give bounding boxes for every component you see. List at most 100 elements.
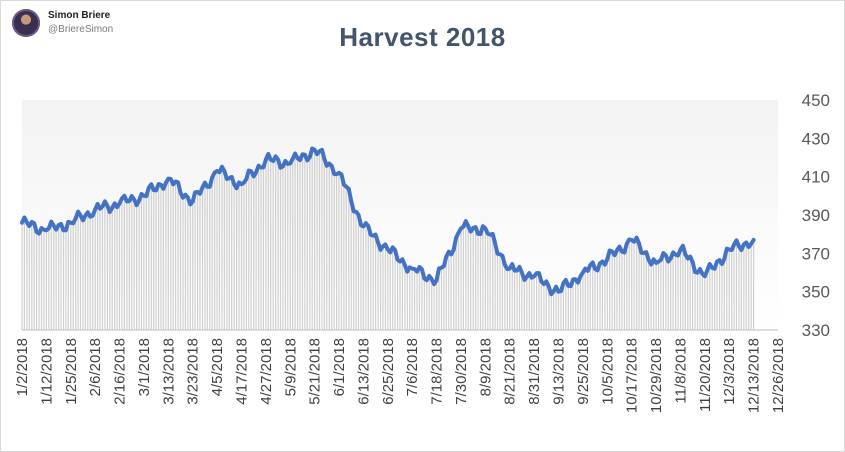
data-bar (245, 179, 247, 330)
data-bar (436, 280, 438, 330)
x-tick-label: 11/8/2018 (673, 338, 690, 404)
author-name: Simon Briere (48, 10, 111, 21)
data-bar (211, 177, 213, 330)
data-bar (606, 259, 608, 330)
data-bar (348, 188, 350, 330)
x-tick-label: 12/3/2018 (721, 338, 738, 405)
x-tick-label: 5/21/2018 (307, 338, 324, 405)
data-bar (572, 279, 574, 330)
data-bar (277, 159, 279, 330)
x-tick-label: 1/2/2018 (14, 338, 31, 396)
data-bar (745, 242, 747, 330)
data-bar (62, 230, 65, 330)
data-bar (706, 270, 708, 330)
data-bar (214, 172, 216, 330)
data-bar (26, 222, 28, 330)
data-bar (182, 197, 184, 330)
x-tick-label: 3/23/2018 (185, 338, 202, 405)
data-bar (197, 191, 199, 330)
data-bar (704, 276, 706, 330)
data-bar (570, 286, 572, 330)
data-bar (189, 204, 191, 330)
data-bar (694, 272, 696, 330)
data-bar (592, 262, 594, 330)
data-bar (94, 209, 96, 331)
data-bar (540, 281, 542, 330)
data-bar (360, 225, 362, 330)
data-bar (106, 205, 108, 330)
data-bar (679, 249, 682, 330)
x-tick-label: 4/17/2018 (234, 338, 251, 405)
data-bar (265, 159, 267, 330)
data-bar (221, 166, 223, 330)
data-bar (638, 243, 640, 330)
y-tick-label: 410 (802, 168, 830, 187)
data-bar (175, 181, 177, 330)
data-bar (248, 170, 250, 330)
data-bar (206, 186, 208, 330)
data-bar (723, 259, 725, 330)
data-bar (194, 192, 196, 330)
data-bar (272, 161, 274, 330)
data-bar (521, 272, 523, 330)
data-bar (350, 201, 352, 330)
data-bar (714, 268, 716, 330)
data-bar (526, 276, 528, 330)
data-bar (587, 270, 589, 330)
data-bar (677, 255, 679, 330)
data-bar (128, 201, 130, 330)
data-bar (653, 259, 655, 330)
data-bar (438, 268, 440, 330)
y-tick-label: 390 (802, 206, 830, 225)
data-bar (357, 214, 360, 330)
x-tick-label: 7/30/2018 (453, 338, 470, 405)
data-bar (282, 166, 284, 330)
data-bar (672, 252, 674, 330)
data-bar (53, 225, 55, 330)
x-tick-label: 12/26/2018 (770, 338, 787, 413)
data-bar (689, 256, 691, 330)
data-bar (333, 174, 335, 330)
data-bar (314, 149, 316, 330)
data-bar (118, 203, 121, 330)
data-bar (140, 194, 143, 330)
x-tick-label: 2/6/2018 (87, 338, 104, 396)
data-bar (260, 167, 262, 330)
data-bar (131, 196, 133, 330)
x-tick-label: 4/27/2018 (258, 338, 275, 405)
data-bar (433, 284, 435, 330)
x-tick-label: 7/18/2018 (429, 338, 446, 405)
data-bar (87, 212, 89, 330)
data-bar (487, 233, 489, 330)
data-bar (23, 217, 25, 330)
data-bar (123, 195, 125, 330)
data-bar (65, 230, 67, 330)
x-tick-label: 10/17/2018 (624, 338, 641, 413)
data-bar (328, 163, 330, 330)
data-bar (426, 280, 428, 330)
data-bar (387, 249, 389, 330)
data-bar (735, 240, 738, 330)
data-bar (431, 279, 433, 330)
data-bar (562, 283, 564, 330)
data-bar (501, 255, 503, 330)
data-bar (465, 221, 467, 330)
data-bar (116, 207, 118, 330)
data-bar (258, 165, 260, 330)
data-bar (482, 226, 484, 330)
data-bar (626, 243, 628, 330)
data-bar (79, 215, 82, 330)
data-bar (423, 278, 425, 330)
data-bar (375, 234, 377, 330)
data-bar (726, 248, 728, 330)
data-bar (655, 262, 657, 330)
data-bar (462, 226, 464, 330)
data-bar (477, 233, 479, 330)
data-bar (377, 242, 379, 330)
x-tick-label: 9/13/2018 (551, 338, 568, 405)
data-bar (648, 260, 650, 330)
data-bar (340, 174, 343, 330)
data-bar (404, 265, 406, 330)
data-bar (511, 264, 513, 330)
data-bar (662, 253, 664, 330)
